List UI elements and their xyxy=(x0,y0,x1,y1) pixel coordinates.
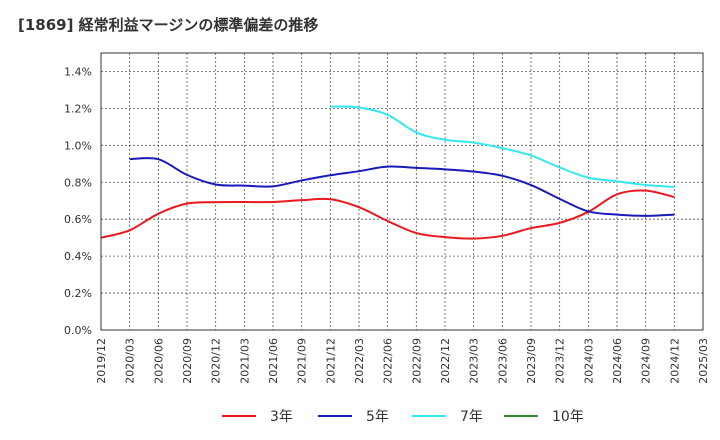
x-tick-label: 2024/09 xyxy=(640,338,653,384)
y-tick-label: 1.4% xyxy=(64,65,92,78)
legend-label: 5年 xyxy=(366,409,389,425)
legend-item: 10年 xyxy=(504,404,584,428)
x-tick-label: 2021/09 xyxy=(296,338,309,384)
x-tick-label: 2022/06 xyxy=(382,338,395,384)
series-lines xyxy=(100,105,675,240)
chart-title: [1869] 経常利益マージンの標準偏差の推移 xyxy=(18,16,319,34)
legend-label: 10年 xyxy=(552,409,584,425)
legend-label: 3年 xyxy=(270,409,293,425)
legend-label: 7年 xyxy=(460,409,483,425)
y-tick-label: 0.6% xyxy=(64,213,92,226)
y-tick-label: 0.4% xyxy=(64,250,92,263)
legend-item: 5年 xyxy=(318,404,389,428)
series-line-1 xyxy=(129,157,675,217)
x-tick-label: 2020/06 xyxy=(152,338,165,384)
legend-item: 3年 xyxy=(222,404,293,428)
y-axis: 0.0% 0.2% 0.4% 0.6% 0.8% 1.0% 1.2% 1.4% xyxy=(64,65,92,337)
x-tick-label: 2020/03 xyxy=(124,338,137,384)
x-tick-label: 2023/12 xyxy=(554,338,567,384)
y-tick-label: 1.2% xyxy=(64,102,92,115)
x-tick-label: 2021/03 xyxy=(238,338,251,384)
y-tick-label: 0.0% xyxy=(64,324,92,337)
legend: 3年 5年 7年 10年 xyxy=(0,404,720,428)
x-tick-label: 2020/09 xyxy=(181,338,194,384)
x-tick-label: 2024/06 xyxy=(611,338,624,384)
x-tick-label: 2019/12 xyxy=(95,338,108,384)
x-tick-label: 2024/03 xyxy=(582,338,595,384)
x-tick-label: 2021/06 xyxy=(267,338,280,384)
y-tick-label: 0.8% xyxy=(64,176,92,189)
legend-swatch xyxy=(222,415,256,417)
legend-swatch xyxy=(504,415,538,417)
series-line-0 xyxy=(100,189,675,240)
x-tick-label: 2025/03 xyxy=(697,338,710,384)
x-tick-label: 2020/12 xyxy=(210,338,223,384)
x-tick-label: 2023/09 xyxy=(525,338,538,384)
x-axis: 2019/12 2020/03 2020/06 2020/09 2020/12 2021/… xyxy=(95,338,710,384)
x-tick-label: 2023/06 xyxy=(496,338,509,384)
x-tick-label: 2023/03 xyxy=(468,338,481,384)
x-tick-label: 2022/03 xyxy=(353,338,366,384)
grid xyxy=(100,53,704,331)
y-tick-label: 1.0% xyxy=(64,139,92,152)
series-line-2 xyxy=(330,105,675,188)
x-tick-label: 2022/09 xyxy=(410,338,423,384)
x-tick-label: 2022/12 xyxy=(439,338,452,384)
x-tick-label: 2021/12 xyxy=(324,338,337,384)
legend-swatch xyxy=(318,415,352,417)
legend-item: 7年 xyxy=(412,404,483,428)
y-tick-label: 0.2% xyxy=(64,287,92,300)
line-chart: 0.0% 0.2% 0.4% 0.6% 0.8% 1.0% 1.2% 1.4% 2019/12… xyxy=(64,52,710,384)
legend-swatch xyxy=(412,415,446,417)
plot-frame xyxy=(100,52,704,331)
x-tick-label: 2024/12 xyxy=(668,338,681,384)
